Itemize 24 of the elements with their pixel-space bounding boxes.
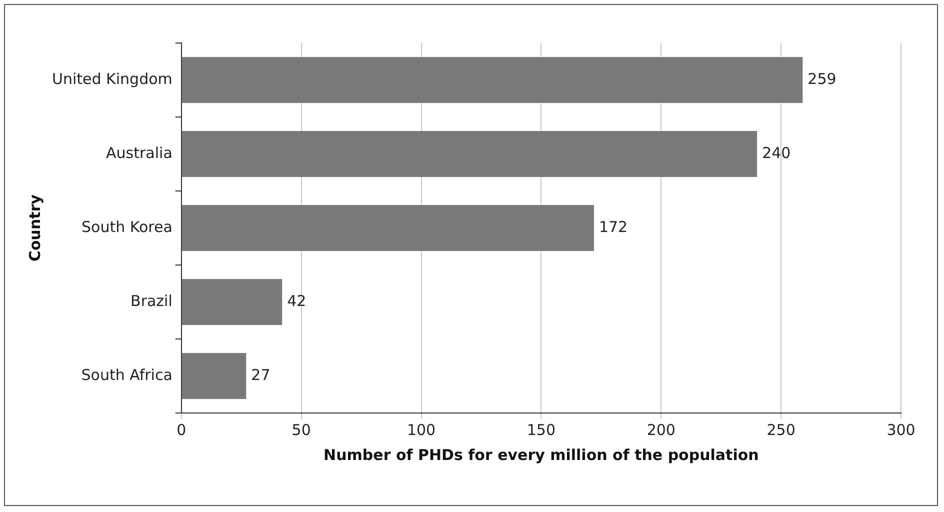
x-tick-label: 250 xyxy=(766,420,796,439)
bar xyxy=(182,131,758,177)
bar xyxy=(182,353,246,399)
x-tick-label: 100 xyxy=(406,420,436,439)
x-tick-label: 300 xyxy=(886,420,916,439)
y-tick-label: South Korea xyxy=(82,218,172,236)
x-axis-title: Number of PHDs for every million of the population xyxy=(324,446,759,464)
y-axis-title: Country xyxy=(26,194,44,262)
data-label: 240 xyxy=(762,144,791,162)
x-tick-label: 150 xyxy=(526,420,556,439)
x-tick-label: 50 xyxy=(292,420,311,439)
data-label: 172 xyxy=(598,218,628,236)
bar xyxy=(182,205,594,251)
y-tick-label: Australia xyxy=(106,144,172,162)
y-tick-label: Brazil xyxy=(130,292,172,310)
data-label: 27 xyxy=(251,366,270,384)
y-tick-label: South Africa xyxy=(81,366,172,384)
y-tick-label: United Kingdom xyxy=(52,70,172,88)
bar xyxy=(182,279,282,325)
bar xyxy=(182,57,803,103)
data-label: 42 xyxy=(287,292,306,310)
data-label: 259 xyxy=(808,70,836,88)
x-tick-label: 0 xyxy=(176,420,186,439)
x-tick-label: 200 xyxy=(646,420,676,439)
